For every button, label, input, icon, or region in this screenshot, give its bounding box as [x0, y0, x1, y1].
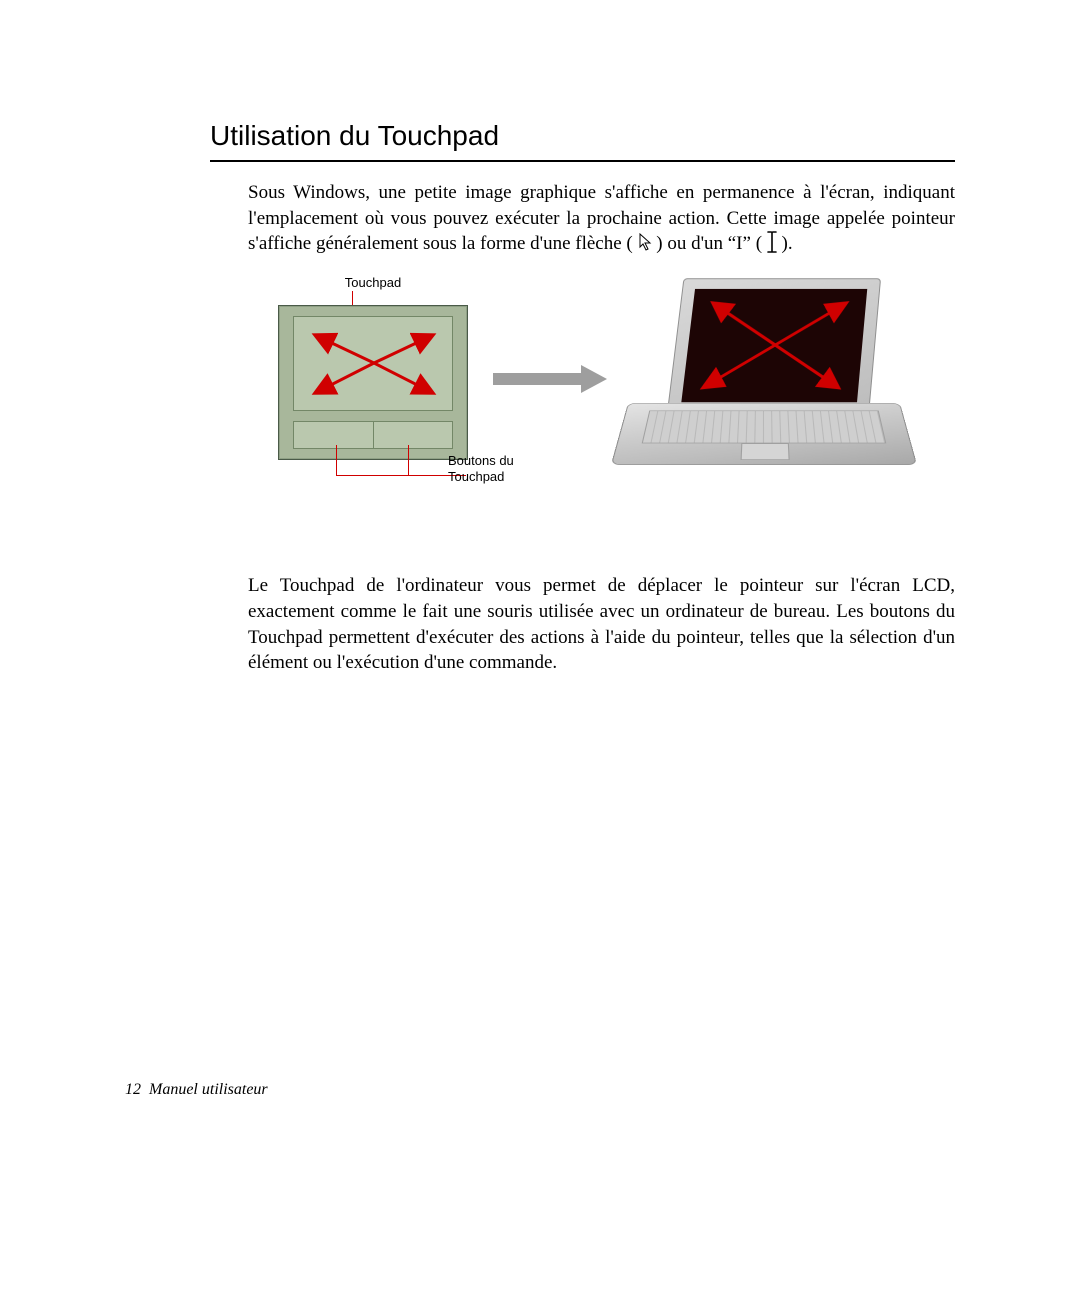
- maps-to-arrow-icon: [493, 365, 613, 393]
- arrow-cursor-icon: [638, 233, 652, 251]
- touchpad-arrows: [293, 316, 455, 411]
- footer-title: Manuel utilisateur: [149, 1081, 268, 1098]
- laptop-illustration: [623, 275, 903, 520]
- intro-text-3: ).: [782, 233, 793, 254]
- page: Utilisation du Touchpad Sous Windows, un…: [0, 0, 1080, 1309]
- touchpad-left-button: [293, 421, 374, 449]
- laptop-touchpad: [741, 444, 790, 461]
- laptop-screen: [681, 289, 867, 402]
- intro-paragraph: Sous Windows, une petite image graphique…: [210, 180, 955, 257]
- ibeam-cursor-icon: [767, 231, 777, 257]
- label-touchpad-buttons: Boutons du Touchpad: [448, 453, 538, 484]
- laptop-keyboard: [642, 411, 887, 444]
- laptop-screen-frame: [666, 279, 881, 418]
- figure: Touchpad: [248, 275, 955, 545]
- heading-rule: [210, 160, 955, 162]
- laptop-base: [611, 403, 917, 465]
- description-paragraph: Le Touchpad de l'ordinateur vous permet …: [210, 573, 955, 676]
- intro-text-2: ) ou d'un “I” (: [656, 233, 767, 254]
- page-footer: 12 Manuel utilisateur: [125, 1081, 268, 1099]
- touchpad-right-button: [374, 421, 454, 449]
- leader-line: [336, 475, 466, 476]
- intro-text-1: Sous Windows, une petite image graphique…: [248, 182, 955, 254]
- leader-line: [336, 445, 337, 475]
- touchpad-buttons: [293, 421, 453, 449]
- label-touchpad: Touchpad: [328, 275, 418, 291]
- leader-line: [408, 445, 409, 475]
- page-number: 12: [125, 1081, 141, 1098]
- section-heading: Utilisation du Touchpad: [210, 120, 955, 152]
- touchpad-diagram: [278, 305, 468, 460]
